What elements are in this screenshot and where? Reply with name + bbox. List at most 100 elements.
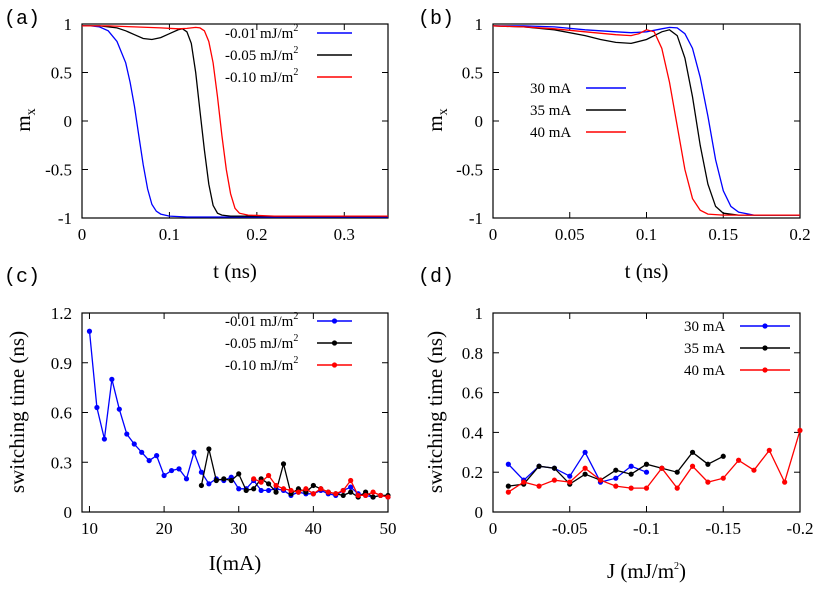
legend-label: 30 mA bbox=[684, 319, 725, 335]
series-line-3 bbox=[492, 25, 800, 216]
x-tick-label: 0.2 bbox=[789, 225, 810, 244]
data-point bbox=[505, 461, 511, 467]
legend-marker bbox=[762, 367, 768, 373]
data-point bbox=[797, 427, 803, 434]
data-point bbox=[766, 447, 772, 453]
data-point bbox=[689, 449, 696, 455]
legend-label: 35 mA bbox=[530, 103, 571, 119]
y-axis-label: switching time (ns) bbox=[423, 331, 447, 493]
data-point bbox=[348, 489, 354, 495]
data-point bbox=[206, 446, 212, 452]
data-point bbox=[146, 457, 152, 464]
chart-panel-1: (a) 0 0.1 0.2 0.3 -1 -0.5 0 0.5 1 t (ns) mx -0.01 mJ… bbox=[4, 8, 389, 283]
plot-frame bbox=[492, 23, 801, 219]
data-point bbox=[124, 431, 130, 437]
data-point bbox=[567, 473, 573, 479]
data-point bbox=[94, 404, 100, 411]
x-tick-label: 0.15 bbox=[708, 225, 738, 244]
y-tick-label: -0.5 bbox=[456, 161, 483, 180]
data-point bbox=[582, 449, 588, 455]
data-point bbox=[348, 477, 354, 484]
data-point bbox=[628, 471, 634, 477]
data-point bbox=[258, 479, 264, 485]
data-point bbox=[280, 486, 287, 492]
data-point bbox=[131, 441, 137, 447]
y-tick-label: 0.5 bbox=[462, 64, 483, 83]
data-point bbox=[370, 489, 376, 495]
series-line-1 bbox=[493, 25, 800, 216]
legend-label: 35 mA bbox=[684, 341, 725, 357]
data-point bbox=[86, 328, 93, 334]
series-line-1 bbox=[82, 25, 388, 218]
x-tick-label: 0.1 bbox=[159, 225, 180, 244]
data-point bbox=[273, 489, 279, 495]
y-tick-label: 0.9 bbox=[51, 354, 72, 373]
legend-label: 30 mA bbox=[530, 81, 571, 97]
data-point bbox=[154, 453, 160, 459]
data-point bbox=[751, 467, 757, 473]
data-point bbox=[377, 492, 384, 499]
data-point bbox=[551, 477, 558, 483]
data-point bbox=[782, 479, 788, 485]
legend-marker bbox=[331, 340, 338, 346]
x-axis-label: t (ns) bbox=[625, 259, 669, 283]
data-point bbox=[236, 471, 242, 477]
x-axis-label: t (ns) bbox=[213, 259, 257, 283]
data-point bbox=[643, 485, 650, 491]
chart-panel-3: (c) 10 20 30 40 50 0 0.3 0.6 0.9 1.2 I(mA) switching… bbox=[4, 266, 397, 575]
x-tick-label: -0.2 bbox=[787, 519, 814, 538]
x-tick-label: 40 bbox=[305, 519, 322, 538]
legend-marker bbox=[762, 323, 768, 329]
y-tick-label: -1 bbox=[469, 209, 483, 228]
y-tick-label: 0 bbox=[64, 503, 73, 522]
data-point bbox=[536, 483, 542, 489]
x-tick-label: -0.15 bbox=[706, 519, 741, 538]
chart-panel-2: (b) 0 0.05 0.1 0.15 0.2 -1 -0.5 0 0.5 1 t (ns) mx 30 … bbox=[418, 8, 811, 283]
data-point bbox=[736, 457, 742, 463]
legend-marker bbox=[762, 345, 768, 351]
data-point bbox=[265, 487, 272, 494]
y-tick-label: 0.4 bbox=[462, 423, 484, 442]
data-point bbox=[505, 489, 511, 495]
data-point bbox=[310, 482, 316, 489]
x-tick-label: 30 bbox=[230, 519, 247, 538]
data-point bbox=[551, 465, 558, 471]
data-point bbox=[303, 486, 309, 492]
data-point bbox=[183, 476, 190, 482]
panel-label: (d) bbox=[418, 266, 454, 289]
data-point bbox=[139, 449, 145, 455]
data-point bbox=[505, 483, 511, 489]
data-point bbox=[265, 472, 272, 479]
data-point bbox=[273, 482, 279, 489]
y-axis-label: mx bbox=[11, 108, 39, 131]
data-point bbox=[597, 477, 604, 483]
panel-label: (c) bbox=[4, 266, 40, 289]
y-tick-label: 0 bbox=[64, 112, 73, 131]
data-point bbox=[689, 463, 696, 469]
panel-label: (b) bbox=[418, 8, 454, 31]
data-point bbox=[198, 482, 205, 489]
x-axis-label: J (mJ/m2) bbox=[607, 559, 686, 583]
data-point bbox=[191, 449, 197, 455]
data-point bbox=[161, 472, 167, 479]
data-point bbox=[613, 467, 619, 473]
data-point bbox=[628, 485, 634, 491]
y-tick-label: -1 bbox=[58, 209, 72, 228]
y-tick-label: 0.3 bbox=[51, 453, 72, 472]
data-point bbox=[521, 479, 527, 485]
data-point bbox=[536, 463, 542, 469]
y-tick-label: 0.5 bbox=[51, 64, 72, 83]
data-point bbox=[582, 471, 588, 477]
y-tick-label: 0.2 bbox=[462, 463, 483, 482]
x-tick-label: 0.1 bbox=[636, 225, 657, 244]
data-point bbox=[705, 461, 711, 467]
y-tick-label: 0.8 bbox=[462, 344, 483, 363]
data-point bbox=[310, 491, 316, 497]
data-point bbox=[643, 469, 650, 475]
data-point bbox=[363, 492, 369, 499]
legend-label: -0.01 mJ/m2 bbox=[225, 311, 298, 330]
data-point bbox=[198, 469, 205, 475]
x-tick-label: -0.1 bbox=[633, 519, 660, 538]
legend-label: -0.10 mJ/m2 bbox=[225, 355, 298, 374]
